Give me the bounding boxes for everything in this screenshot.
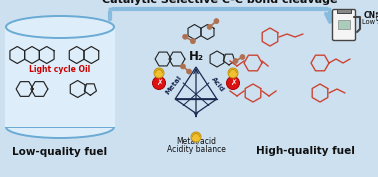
Text: Metal/acid: Metal/acid: [176, 136, 216, 145]
Bar: [5, 27, 115, 127]
Circle shape: [152, 76, 166, 90]
Circle shape: [191, 39, 195, 44]
Circle shape: [183, 34, 187, 39]
Text: 👍: 👍: [375, 10, 378, 20]
Ellipse shape: [6, 16, 114, 38]
Circle shape: [191, 132, 201, 142]
Text: CN>51: CN>51: [364, 10, 378, 19]
Circle shape: [233, 59, 238, 64]
Text: H₂: H₂: [189, 50, 203, 64]
Ellipse shape: [6, 116, 114, 138]
Text: ✗: ✗: [230, 78, 236, 87]
Text: High-quality fuel: High-quality fuel: [256, 146, 355, 156]
Text: ✗: ✗: [156, 78, 162, 87]
FancyBboxPatch shape: [333, 10, 355, 41]
Circle shape: [328, 8, 332, 10]
Circle shape: [207, 24, 212, 29]
Bar: [6, 27, 114, 127]
Text: Catalytic Selective C-C bond cleavage: Catalytic Selective C-C bond cleavage: [102, 0, 338, 5]
Circle shape: [226, 76, 240, 90]
Text: Low Sulfur: Low Sulfur: [362, 19, 378, 25]
Text: Acid: Acid: [211, 76, 226, 94]
Circle shape: [154, 68, 164, 78]
Circle shape: [228, 68, 238, 78]
Text: Light cycle Oil: Light cycle Oil: [29, 65, 91, 75]
Text: Acidity balance: Acidity balance: [167, 144, 225, 153]
Circle shape: [108, 8, 112, 10]
Circle shape: [180, 64, 186, 69]
Circle shape: [187, 69, 192, 74]
Circle shape: [214, 19, 219, 24]
Text: Low-quality fuel: Low-quality fuel: [12, 147, 108, 157]
Bar: [337, 9, 351, 13]
Circle shape: [240, 55, 245, 59]
Text: Metal: Metal: [165, 74, 183, 96]
Bar: [338, 20, 350, 29]
